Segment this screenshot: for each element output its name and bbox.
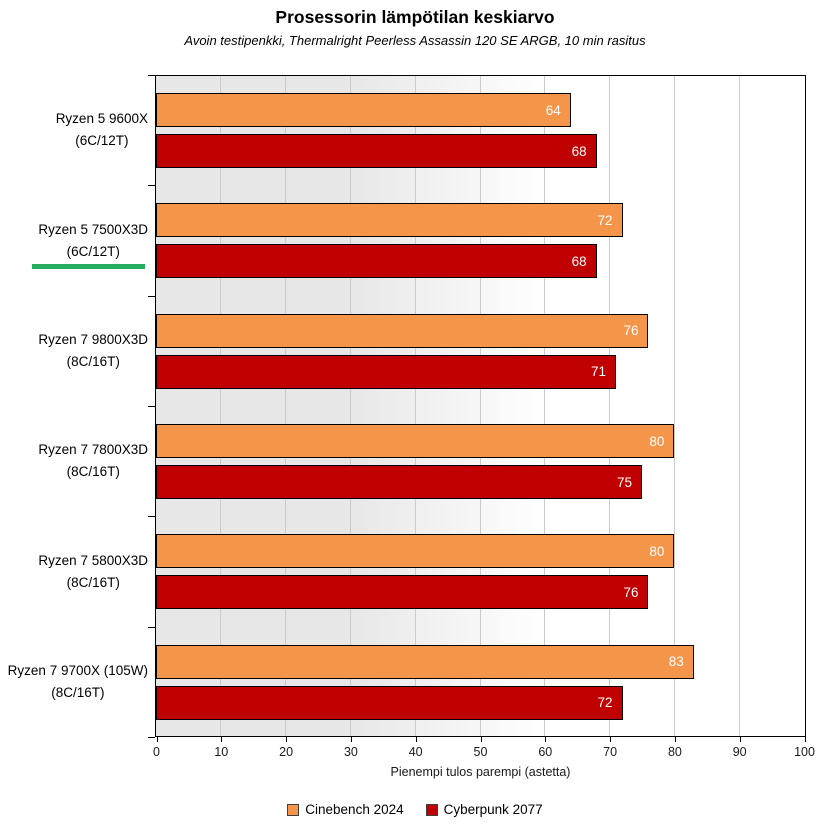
category-label-line1: Ryzen 7 7800X3D [38, 442, 148, 458]
category-label-3: Ryzen 7 7800X3D (8C/16T) [38, 439, 148, 483]
gridline-x-80 [673, 76, 675, 736]
category-label-5: Ryzen 7 9700X (105W) (8C/16T) [8, 660, 148, 704]
bar-cinebench-3: 80 [156, 424, 675, 458]
y-axis-tick [148, 295, 155, 297]
x-axis-tick-label-20: 20 [279, 745, 294, 759]
x-axis-tick-10 [221, 737, 223, 742]
x-axis-tick-label-60: 60 [538, 745, 553, 759]
x-axis-tick-label-90: 90 [732, 745, 747, 759]
category-label-line1: Ryzen 7 5800X3D [38, 552, 148, 568]
bar-value-label: 76 [623, 584, 639, 600]
legend-item-cinebench-2024: Cinebench 2024 [287, 802, 404, 817]
y-axis-tick [148, 185, 155, 187]
x-axis-tick-label-80: 80 [667, 745, 682, 759]
bar-value-label: 72 [597, 212, 613, 228]
bar-cyberpunk-0: 68 [156, 134, 597, 168]
bar-cyberpunk-4: 76 [156, 575, 649, 610]
category-label-line2: (6C/12T) [75, 133, 129, 149]
category-label-line2: (8C/16T) [51, 684, 105, 700]
y-axis-tick [148, 737, 155, 738]
bar-value-label: 83 [668, 654, 684, 670]
gridline-x-20 [285, 76, 287, 736]
category-label-line2: (8C/16T) [66, 353, 120, 369]
category-label-1: Ryzen 5 7500X3D (6C/12T) [38, 219, 148, 263]
bar-cyberpunk-1: 68 [156, 244, 597, 279]
category-label-line1: Ryzen 7 9800X3D [38, 331, 148, 347]
chart-subtitle: Avoin testipenkki, Thermalright Peerless… [184, 33, 646, 48]
bar-cyberpunk-5: 72 [156, 685, 623, 720]
category-label-4: Ryzen 7 5800X3D (8C/16T) [38, 550, 148, 594]
gridline-x-50 [479, 76, 481, 736]
y-axis-tick [148, 75, 155, 76]
bar-value-label: 64 [545, 102, 561, 118]
bar-cinebench-5: 83 [156, 644, 694, 679]
legend-label-cinebench: Cinebench 2024 [305, 802, 404, 817]
x-axis-tick-60 [545, 737, 547, 742]
gridline-x-10 [220, 76, 222, 736]
category-label-0: Ryzen 5 9600X (6C/12T) [56, 108, 148, 152]
bar-value-label: 72 [597, 695, 613, 711]
plot-area: 64 68 72 68 76 71 80 75 80 76 83 72 [155, 75, 806, 737]
bar-value-label: 75 [616, 474, 632, 490]
bar-value-label: 80 [649, 433, 665, 449]
bar-value-label: 80 [649, 543, 665, 559]
y-axis-tick [148, 516, 155, 518]
category-label-line1: Ryzen 7 9700X (105W) [7, 662, 148, 678]
x-axis-tick-50 [480, 737, 482, 742]
bar-cinebench-2: 76 [156, 313, 649, 348]
bar-value-label: 68 [571, 253, 587, 269]
y-axis-tick [148, 626, 155, 628]
x-axis-tick-20 [286, 737, 288, 742]
bar-cinebench-0: 64 [156, 93, 571, 127]
gridline-x-90 [738, 76, 740, 736]
x-axis-tick-80 [674, 737, 676, 742]
category-label-line1: Ryzen 5 7500X3D [38, 221, 148, 237]
bar-cyberpunk-3: 75 [156, 465, 642, 499]
gridline-x-40 [414, 76, 416, 736]
legend-swatch-cyberpunk-icon [425, 803, 438, 816]
x-axis-tick-70 [610, 737, 612, 742]
x-axis-tick-label-30: 30 [343, 745, 358, 759]
category-label-line2: (8C/16T) [66, 464, 120, 480]
bar-value-label: 71 [591, 364, 607, 380]
y-axis-tick [148, 406, 155, 407]
gridline-x-70 [609, 76, 611, 736]
gridline-x-60 [544, 76, 546, 736]
x-axis-tick-label-100: 100 [794, 745, 815, 759]
x-axis-tick-100 [804, 737, 806, 742]
x-axis-tick-40 [415, 737, 417, 742]
x-axis-tick-label-50: 50 [473, 745, 488, 759]
category-label-2: Ryzen 7 9800X3D (8C/16T) [38, 329, 148, 373]
x-axis-tick-label-40: 40 [408, 745, 423, 759]
legend: Cinebench 2024 Cyberpunk 2077 [0, 802, 830, 817]
bar-value-label: 76 [623, 323, 639, 339]
gridline-x-30 [349, 76, 351, 736]
bar-cinebench-1: 72 [156, 203, 623, 238]
x-axis-tick-label-70: 70 [603, 745, 618, 759]
category-label-line1: Ryzen 5 9600X [55, 111, 148, 127]
x-axis-tick-0 [156, 737, 158, 742]
category-label-line2: (8C/16T) [66, 574, 120, 590]
x-axis-title: Pienempi tulos parempi (astetta) [390, 765, 571, 779]
x-axis-tick-label-10: 10 [214, 745, 229, 759]
bar-cyberpunk-2: 71 [156, 354, 617, 389]
bar-cinebench-4: 80 [156, 534, 675, 569]
highlight-underline [32, 263, 145, 269]
chart-title: Prosessorin lämpötilan keskiarvo [275, 7, 555, 27]
legend-swatch-cinebench-icon [287, 803, 300, 816]
legend-label-cyberpunk: Cyberpunk 2077 [443, 802, 543, 817]
x-axis-tick-30 [350, 737, 352, 742]
bar-value-label: 68 [571, 143, 587, 159]
legend-item-cyberpunk-2077: Cyberpunk 2077 [425, 802, 543, 817]
category-label-line2: (6C/12T) [66, 243, 120, 259]
x-axis-tick-label-0: 0 [153, 745, 160, 759]
x-axis-tick-90 [739, 737, 741, 742]
